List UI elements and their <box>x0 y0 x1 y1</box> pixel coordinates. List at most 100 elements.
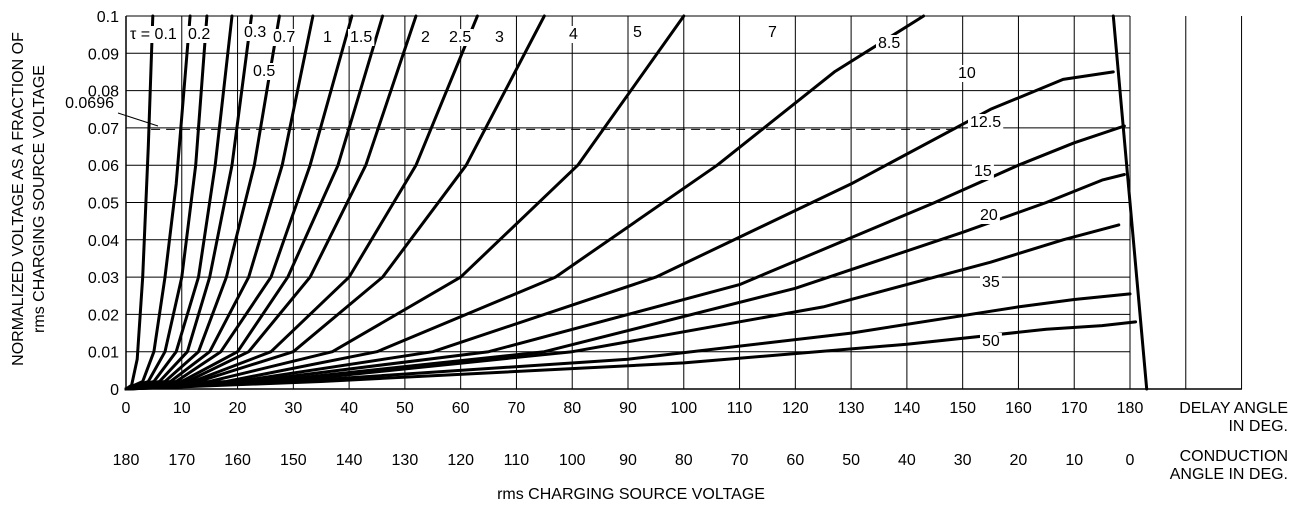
x-tick-label: 180 <box>1117 400 1144 417</box>
curve-label-background <box>251 63 278 80</box>
boundary-curve <box>1111 14 1149 391</box>
curve-label-background <box>447 29 474 46</box>
curve-tau <box>124 70 1115 391</box>
x-tick-label: 130 <box>838 400 865 417</box>
curve-label: 2 <box>421 29 430 46</box>
curve-label-background <box>493 29 506 46</box>
curve-label-background <box>242 24 269 41</box>
curve-label-background <box>321 29 334 46</box>
y-tick-label: 0.09 <box>88 46 119 63</box>
reference-line-leader <box>117 112 159 127</box>
y-tick-label: 0.07 <box>88 121 119 138</box>
x-axis-title: rms CHARGING SOURCE VOLTAGE <box>497 486 765 503</box>
curves <box>124 14 1149 391</box>
curve-label-background <box>631 24 644 41</box>
y-tick-label: 0.06 <box>88 158 119 175</box>
curve-label-background <box>348 29 375 46</box>
y-tick-label: 0.02 <box>88 307 119 324</box>
curve-tau <box>124 124 1126 391</box>
x-axis-label-line2: IN DEG. <box>1228 418 1288 435</box>
y-tick-labels: 0 0.01 0.02 0.03 0.04 0.05 0.06 0.07 0.08 0.09 0.1 <box>88 9 119 399</box>
x-tick-label: 60 <box>452 400 470 417</box>
x-tick-label: 110 <box>727 400 753 417</box>
curve-label-background <box>956 65 978 82</box>
x-tick-label: 80 <box>563 400 581 417</box>
y-tick-label: 0 <box>110 382 119 399</box>
conduction-tick-label: 170 <box>168 452 195 469</box>
curve-label-background <box>972 163 994 180</box>
curve-label: τ = 0.1 <box>130 26 177 43</box>
y-tick-label: 0.03 <box>88 270 119 287</box>
y-tick-label: 0.1 <box>97 9 119 26</box>
curve-label: 0.2 <box>188 26 210 43</box>
axes <box>125 16 1242 390</box>
conduction-tick-label: 50 <box>842 452 860 469</box>
reference-line-group: 0.0696 <box>65 95 958 130</box>
curve-label: 50 <box>982 333 1000 350</box>
curve-tau <box>124 320 1138 391</box>
y-tick-label: 0.01 <box>88 345 119 362</box>
conduction-tick-label: 130 <box>392 452 419 469</box>
x-tick-label: 170 <box>1061 400 1088 417</box>
conduction-tick-label: 110 <box>504 452 530 469</box>
conduction-tick-label: 60 <box>786 452 804 469</box>
curve-label-background <box>419 29 432 46</box>
curve-label-background <box>128 26 179 43</box>
curve-label: 35 <box>982 274 1000 291</box>
curve-label: 15 <box>974 163 992 180</box>
curve-label-background <box>968 114 1004 131</box>
curve-tau <box>124 173 1126 391</box>
x-axis-label-line1: DELAY ANGLE <box>1179 400 1288 417</box>
x-tick-label: 140 <box>894 400 921 417</box>
conduction-label-line2: ANGLE IN DEG. <box>1170 466 1288 483</box>
y-tick-label: 0.05 <box>88 196 119 213</box>
x-tick-label: 70 <box>508 400 526 417</box>
y-tick-label: 0.04 <box>88 233 119 250</box>
conduction-tick-label: 10 <box>1065 452 1083 469</box>
conduction-tick-label: 40 <box>898 452 916 469</box>
y-axis-title-line2: rms CHARGING SOURCE VOLTAGE <box>31 65 48 333</box>
curve-label-background <box>980 333 1002 350</box>
curve-label-background <box>567 26 580 43</box>
curve-label: 4 <box>569 26 578 43</box>
conduction-label-line1: CONDUCTION <box>1180 448 1288 465</box>
curve-label-background <box>978 207 1000 224</box>
curve-label: 2.5 <box>449 29 471 46</box>
x-tick-label: 120 <box>782 400 809 417</box>
curve-label: 5 <box>633 24 642 41</box>
conduction-tick-label: 90 <box>619 452 637 469</box>
curve-label: 3 <box>495 29 504 46</box>
curve-label: 7 <box>768 24 777 41</box>
x-tick-label: 150 <box>949 400 976 417</box>
x-tick-labels: 0 10 20 30 40 50 60 70 80 90 100 110 120 130 140 150 160… <box>122 400 1144 417</box>
curve-label: 0.5 <box>253 63 275 80</box>
curve-label: 10 <box>958 65 976 82</box>
conduction-tick-label: 180 <box>113 452 140 469</box>
curve-label: 0.3 <box>244 24 266 41</box>
x-tick-label: 50 <box>396 400 414 417</box>
x-tick-label: 100 <box>670 400 697 417</box>
conduction-tick-label: 80 <box>675 452 693 469</box>
conduction-tick-label: 20 <box>1010 452 1028 469</box>
conduction-tick-label: 120 <box>447 452 474 469</box>
conduction-tick-label: 100 <box>559 452 586 469</box>
curve-label: 0.7 <box>273 29 295 46</box>
x-tick-label: 90 <box>619 400 637 417</box>
conduction-tick-label: 160 <box>224 452 251 469</box>
conduction-tick-label: 150 <box>280 452 307 469</box>
x-tick-label: 20 <box>229 400 247 417</box>
conduction-tick-label: 140 <box>336 452 363 469</box>
curve-label: 12.5 <box>970 114 1001 131</box>
curve-labels: τ = 0.1 0.2 0.3 0.5 0.7 1 1.5 2 2.5 3 4 5 7 8.5 10 12.5… <box>128 24 1004 350</box>
curve-label-background <box>766 24 779 41</box>
x-tick-label: 30 <box>284 400 302 417</box>
x-tick-label: 0 <box>122 400 131 417</box>
curve-label-background <box>980 274 1002 291</box>
reference-line-label: 0.0696 <box>65 95 114 112</box>
conduction-tick-label: 70 <box>731 452 749 469</box>
x-tick-label: 160 <box>1005 400 1032 417</box>
x-tick-label: 10 <box>173 400 191 417</box>
x-tick-label: 40 <box>340 400 358 417</box>
